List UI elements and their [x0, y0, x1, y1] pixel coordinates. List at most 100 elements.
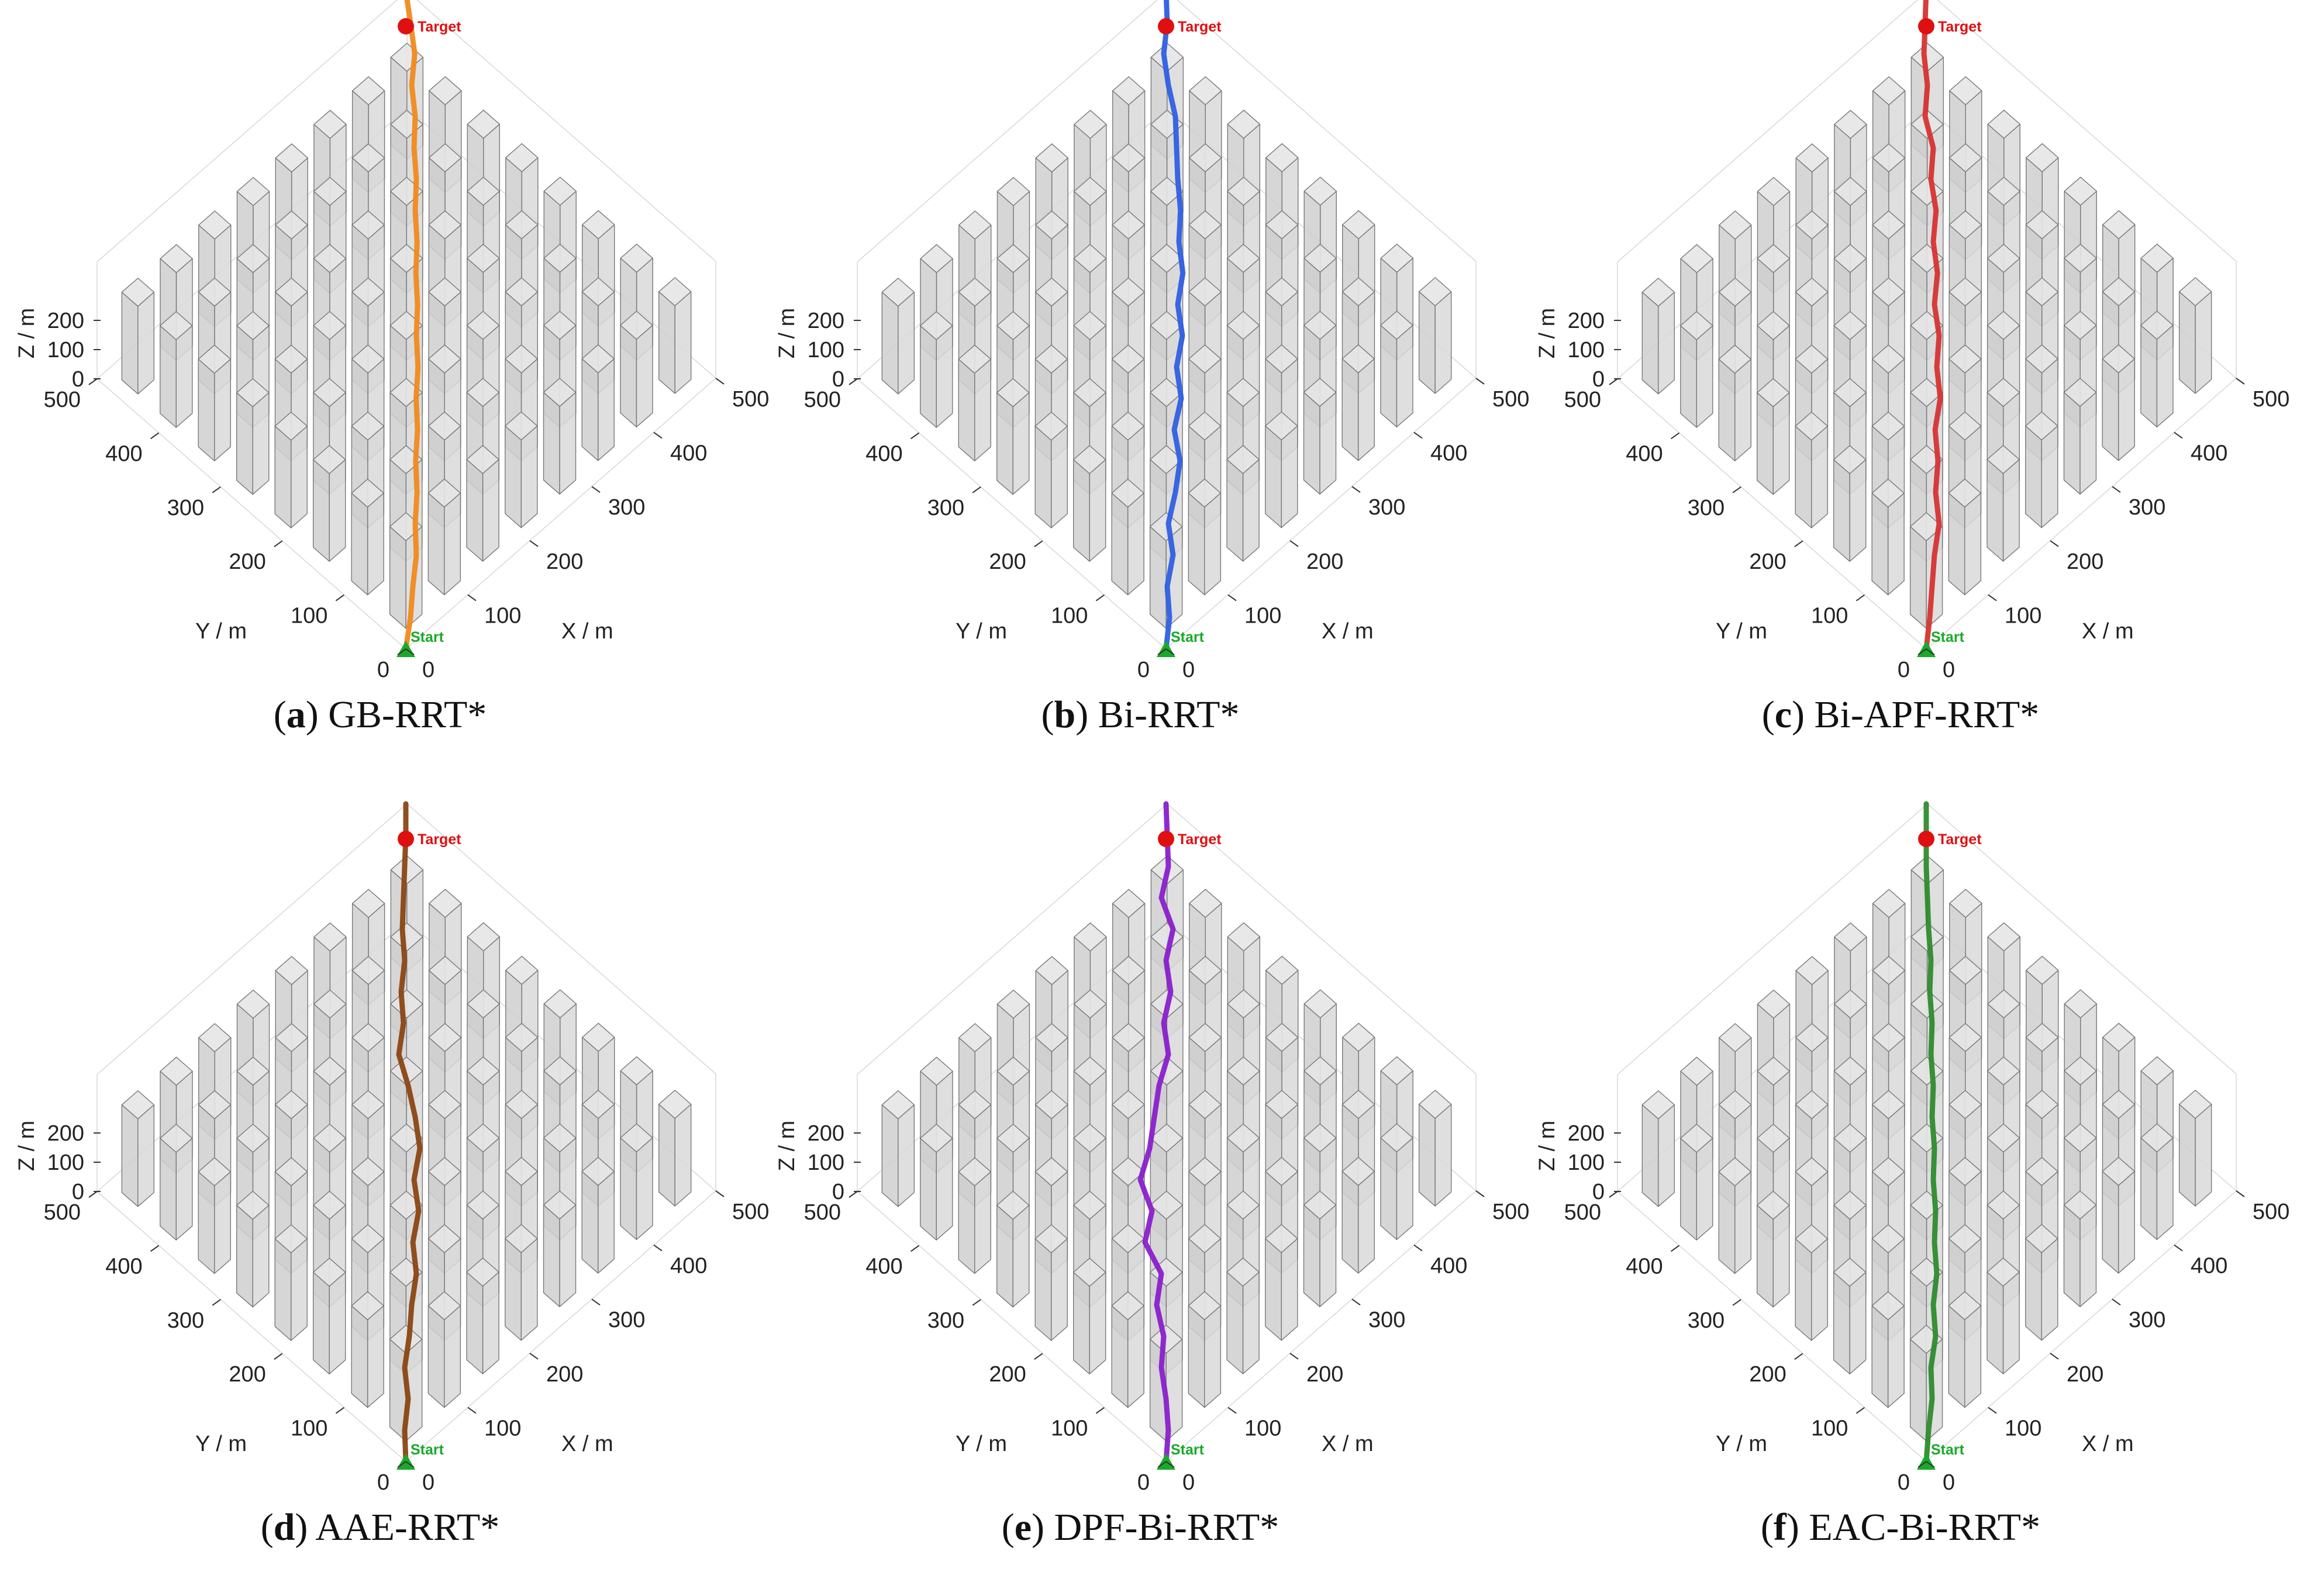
- building-roof: [1188, 1022, 1222, 1052]
- building-roof: [1871, 412, 1905, 441]
- z-axis-label: Z / m: [775, 308, 799, 359]
- target-marker: [1918, 18, 1934, 34]
- building-face: [329, 1272, 346, 1374]
- building: [1718, 1157, 1751, 1274]
- building: [1226, 1258, 1260, 1374]
- building-face: [2156, 324, 2174, 428]
- building-face: [1265, 425, 1282, 528]
- start-label: Start: [1171, 1442, 1205, 1458]
- building-face: [1281, 425, 1298, 528]
- building-roof: [1112, 1022, 1145, 1052]
- z-tick-label: 100: [47, 338, 84, 362]
- building-roof: [1188, 143, 1222, 172]
- building-roof: [313, 311, 346, 340]
- caption-letter: d: [273, 1506, 295, 1549]
- building-roof: [466, 445, 499, 474]
- building-roof: [1342, 1022, 1375, 1052]
- building-roof: [1986, 378, 2020, 407]
- building-roof: [1948, 478, 1982, 508]
- building-roof: [996, 378, 1030, 407]
- building-roof: [543, 989, 577, 1018]
- building-face: [137, 292, 155, 395]
- y-axis-label: Y / m: [1716, 1432, 1767, 1456]
- building-face: [636, 1137, 653, 1241]
- building-face: [198, 1171, 215, 1274]
- building-face: [505, 1238, 522, 1341]
- y-tick-label: 200: [989, 1362, 1026, 1387]
- x-tick-label: 200: [546, 1362, 583, 1387]
- building-roof: [236, 1190, 270, 1220]
- building-roof: [1341, 344, 1375, 374]
- y-tick-label: 0: [377, 1470, 389, 1495]
- building-roof: [1265, 1022, 1299, 1052]
- building-roof: [1303, 1123, 1337, 1153]
- building-roof: [1986, 445, 2020, 474]
- building-roof: [1303, 177, 1337, 206]
- y-tick: [972, 1298, 981, 1306]
- building-face: [1641, 292, 1659, 395]
- y-tick: [335, 594, 344, 602]
- building-roof: [1188, 1291, 1222, 1321]
- building-roof: [198, 1157, 231, 1187]
- building-roof: [1111, 478, 1144, 508]
- building-roof: [1112, 143, 1146, 172]
- z-tick-label: 100: [1568, 1151, 1605, 1175]
- building-roof: [467, 922, 501, 952]
- x-tick: [1289, 540, 1299, 547]
- y-tick-label: 400: [865, 441, 902, 466]
- building-face: [1734, 1171, 1751, 1274]
- building-roof: [467, 244, 500, 273]
- building-face: [658, 1104, 675, 1207]
- y-tick: [1034, 540, 1043, 548]
- building-roof: [1948, 411, 1982, 441]
- building-roof: [1719, 210, 1752, 240]
- building-roof: [428, 1090, 461, 1120]
- building-roof: [1833, 244, 1867, 273]
- panel-c: Start Target 0 100 200 300 400 500 0 100 200 300 400…: [1520, 0, 2289, 783]
- building-roof: [543, 1056, 577, 1086]
- building-roof: [1987, 922, 2021, 952]
- building: [2102, 344, 2135, 461]
- building-face: [520, 1238, 538, 1341]
- building-face: [1871, 1305, 1889, 1408]
- y-tick: [1671, 1245, 1680, 1252]
- building: [389, 1325, 423, 1442]
- building-face: [351, 1305, 368, 1408]
- y-tick: [397, 648, 406, 655]
- y-tick: [1732, 486, 1741, 493]
- building-roof: [1833, 311, 1867, 340]
- building-face: [1319, 1204, 1337, 1307]
- building-roof: [2026, 956, 2059, 985]
- z-axis-label: Z / m: [1535, 1121, 1560, 1172]
- building-face: [1658, 1104, 1675, 1207]
- target-label: Target: [1178, 831, 1222, 848]
- building-face: [881, 292, 899, 395]
- building-roof: [1226, 445, 1260, 474]
- building-roof: [2140, 243, 2174, 273]
- building-roof: [466, 1190, 500, 1220]
- building-roof: [1380, 1056, 1413, 1086]
- building-face: [482, 459, 499, 562]
- y-tick-label: 200: [989, 550, 1026, 574]
- y-tick-label: 0: [1137, 658, 1150, 682]
- building: [236, 1190, 270, 1308]
- building-face: [1204, 1305, 1222, 1408]
- building: [1986, 445, 2020, 562]
- building-face: [160, 325, 177, 428]
- building-face: [2041, 1238, 2058, 1341]
- building-roof: [1303, 1190, 1337, 1220]
- building-roof: [1948, 956, 1982, 985]
- building-face: [1810, 1238, 1828, 1341]
- building: [1948, 1291, 1982, 1408]
- building: [198, 344, 231, 462]
- building: [1265, 1224, 1298, 1341]
- building-face: [1050, 1238, 1068, 1341]
- y-tick: [1855, 1407, 1865, 1414]
- building-face: [160, 1138, 177, 1241]
- building-roof: [2178, 1090, 2212, 1119]
- building: [1380, 1123, 1413, 1241]
- x-axis-label: X / m: [561, 619, 613, 644]
- x-tick: [1926, 1461, 1935, 1468]
- building-face: [1434, 291, 1452, 394]
- building-roof: [466, 378, 500, 407]
